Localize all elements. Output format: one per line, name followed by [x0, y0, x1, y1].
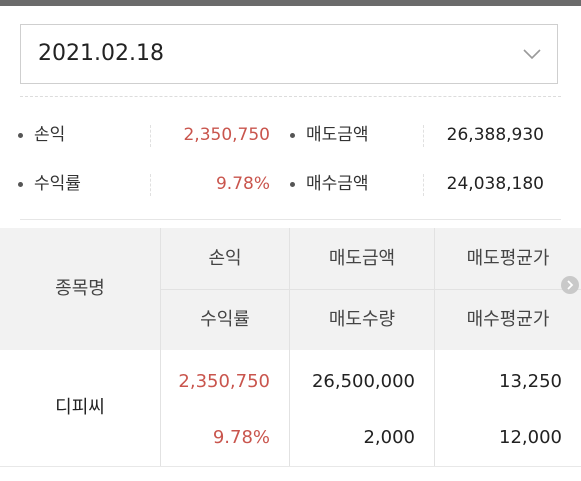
sell-amount-value: 26,388,930	[446, 125, 544, 145]
header-sell-avg-price: 매도평균가	[466, 248, 550, 269]
top-bar	[0, 0, 581, 6]
divider	[434, 350, 435, 466]
divider	[20, 219, 561, 220]
summary-row-return: 수익률 9.78% 매수금액 24,038,180	[0, 158, 581, 210]
summary-row-profit: 손익 2,350,750 매도금액 26,388,930	[0, 109, 581, 161]
cell-buy-avg-price: 12,000	[499, 427, 562, 448]
profit-value: 2,350,750	[183, 125, 270, 145]
bullet-icon	[18, 133, 23, 138]
divider	[423, 125, 424, 147]
chevron-right-icon	[567, 280, 574, 290]
header-name: 종목명	[55, 278, 105, 299]
header-profit: 손익	[208, 248, 242, 269]
header-return: 수익률	[200, 309, 250, 330]
header-sell-qty: 매도수량	[328, 309, 396, 330]
table-row[interactable]: 디피씨 2,350,750 9.78% 26,500,000 2,000 13,…	[0, 350, 581, 466]
divider	[150, 125, 151, 147]
table-header: 종목명 손익 매도금액 매도평균가 수익률 매도수량 매수평균가	[0, 228, 581, 350]
return-label: 수익률	[34, 174, 81, 194]
cell-sell-avg-price: 13,250	[499, 371, 562, 392]
divider	[423, 174, 424, 196]
bullet-icon	[290, 182, 295, 187]
chevron-down-icon	[523, 49, 541, 60]
date-select[interactable]: 2021.02.18	[20, 24, 558, 84]
cell-return: 9.78%	[212, 427, 270, 448]
bullet-icon	[290, 133, 295, 138]
divider	[150, 174, 151, 196]
divider	[160, 228, 161, 350]
summary-panel: 손익 2,350,750 매도금액 26,388,930 수익률 9.78% 매…	[0, 104, 581, 214]
divider	[289, 350, 290, 466]
cell-sell-qty: 2,000	[363, 427, 415, 448]
profit-label: 손익	[34, 125, 66, 145]
bullet-icon	[18, 182, 23, 187]
cell-profit: 2,350,750	[178, 371, 270, 392]
date-select-value: 2021.02.18	[38, 41, 164, 66]
scroll-right-button[interactable]	[561, 276, 579, 294]
header-sell-amount: 매도금액	[328, 248, 396, 269]
header-buy-avg-price: 매수평균가	[466, 309, 550, 330]
return-value: 9.78%	[215, 174, 270, 194]
cell-name: 디피씨	[55, 397, 105, 418]
divider	[161, 289, 581, 290]
cell-sell-amount: 26,500,000	[311, 371, 415, 392]
divider	[160, 350, 161, 466]
divider	[20, 96, 561, 97]
divider	[0, 466, 581, 467]
buy-amount-label: 매수금액	[306, 174, 369, 194]
sell-amount-label: 매도금액	[306, 125, 369, 145]
buy-amount-value: 24,038,180	[446, 174, 544, 194]
